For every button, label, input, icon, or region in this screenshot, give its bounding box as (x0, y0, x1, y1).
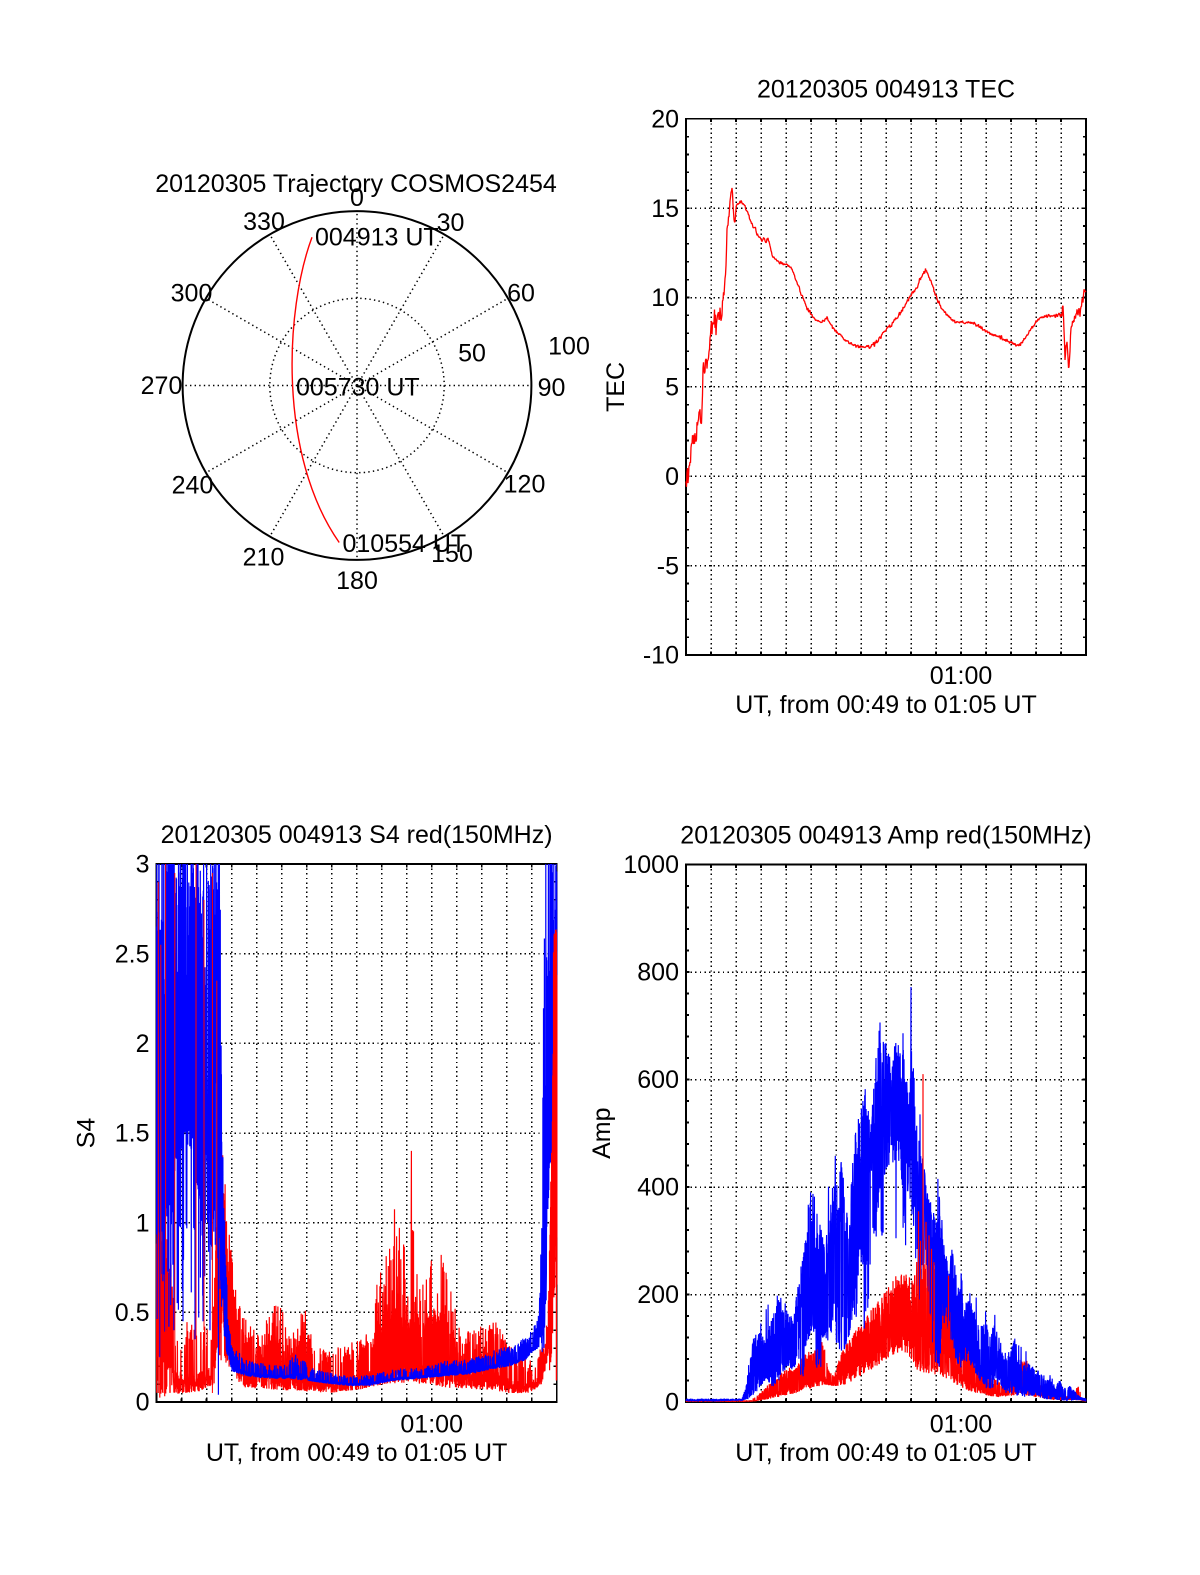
svg-text:15: 15 (651, 195, 679, 223)
svg-text:-5: -5 (657, 552, 679, 580)
svg-text:UT, from 00:49 to 01:05 UT: UT, from 00:49 to 01:05 UT (735, 1439, 1037, 1467)
svg-text:270: 270 (141, 372, 183, 400)
svg-text:01:00: 01:00 (930, 662, 993, 690)
svg-text:100: 100 (548, 333, 590, 361)
svg-text:150: 150 (431, 540, 473, 568)
svg-text:20120305 Trajectory COSMOS2454: 20120305 Trajectory COSMOS2454 (155, 170, 557, 198)
svg-text:800: 800 (637, 959, 679, 987)
svg-text:300: 300 (171, 280, 213, 308)
svg-text:0: 0 (136, 1389, 150, 1417)
svg-text:TEC: TEC (602, 362, 630, 412)
svg-text:400: 400 (637, 1174, 679, 1202)
svg-text:2.5: 2.5 (115, 940, 150, 968)
svg-text:3: 3 (136, 851, 150, 879)
svg-text:20: 20 (651, 105, 679, 133)
svg-text:200: 200 (637, 1281, 679, 1309)
svg-text:120: 120 (504, 471, 546, 499)
svg-text:01:00: 01:00 (930, 1411, 993, 1439)
svg-text:01:00: 01:00 (400, 1411, 463, 1439)
svg-text:180: 180 (336, 567, 378, 595)
svg-text:0: 0 (665, 463, 679, 491)
svg-text:0: 0 (665, 1389, 679, 1417)
svg-text:90: 90 (538, 374, 566, 402)
svg-text:1: 1 (136, 1209, 150, 1237)
svg-text:600: 600 (637, 1066, 679, 1094)
svg-text:5: 5 (665, 374, 679, 402)
svg-text:60: 60 (507, 280, 535, 308)
svg-text:-10: -10 (643, 642, 679, 670)
svg-text:20120305 004913 S4 red(150MHz): 20120305 004913 S4 red(150MHz) (161, 821, 553, 849)
svg-text:S4: S4 (73, 1118, 101, 1149)
svg-text:UT, from 00:49 to 01:05 UT: UT, from 00:49 to 01:05 UT (735, 691, 1037, 719)
svg-text:004913 UT: 004913 UT (315, 224, 439, 252)
svg-text:240: 240 (172, 472, 214, 500)
svg-text:1000: 1000 (623, 851, 679, 879)
svg-text:0.5: 0.5 (115, 1299, 150, 1327)
svg-text:2: 2 (136, 1030, 150, 1058)
svg-text:50: 50 (458, 340, 486, 368)
svg-text:210: 210 (243, 544, 285, 572)
svg-text:1.5: 1.5 (115, 1120, 150, 1148)
svg-text:20120305 004913 Amp red(150MHz: 20120305 004913 Amp red(150MHz) (680, 822, 1091, 850)
svg-text:20120305 004913 TEC: 20120305 004913 TEC (757, 76, 1015, 104)
svg-text:010554 UT: 010554 UT (343, 530, 467, 558)
svg-text:330: 330 (243, 208, 285, 236)
svg-text:UT, from 00:49 to 01:05 UT: UT, from 00:49 to 01:05 UT (206, 1439, 508, 1467)
svg-text:Amp: Amp (588, 1107, 616, 1158)
svg-text:30: 30 (437, 209, 465, 237)
svg-text:10: 10 (651, 284, 679, 312)
svg-text:0: 0 (350, 184, 364, 212)
svg-text:005730 UT: 005730 UT (296, 374, 420, 402)
